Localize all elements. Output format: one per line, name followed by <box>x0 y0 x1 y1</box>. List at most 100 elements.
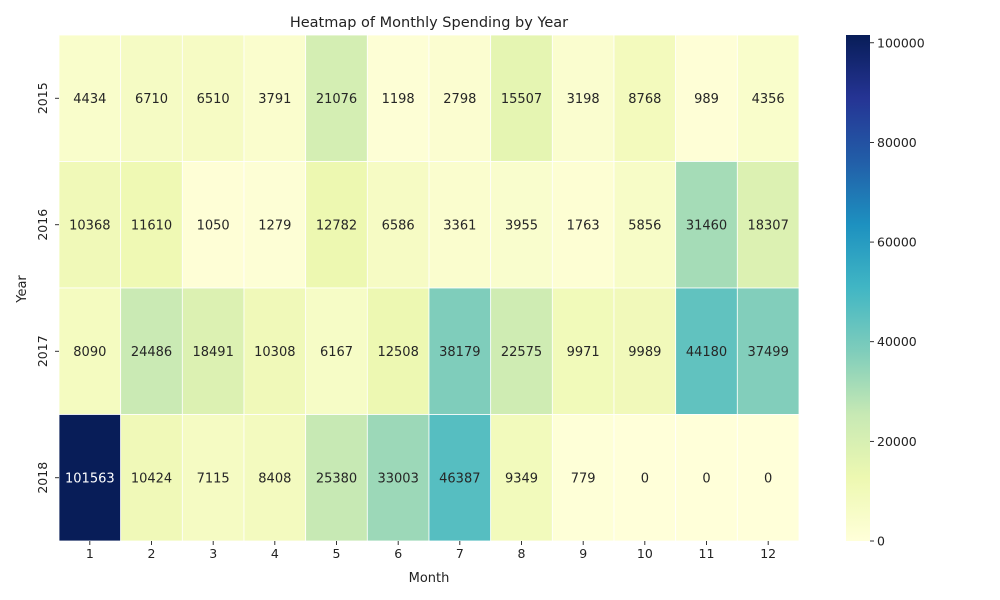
heatmap-cell <box>243 161 307 289</box>
cell-value-label: 3198 <box>567 92 600 107</box>
heatmap-cell <box>490 34 553 162</box>
heatmap-cell <box>736 34 800 162</box>
x-tick-label: 6 <box>394 546 402 561</box>
colorbar-tick-label: 100000 <box>877 35 925 50</box>
cell-value-label: 8090 <box>73 345 106 360</box>
cell-value-label: 10368 <box>69 218 110 233</box>
x-axis-label: Month <box>409 571 450 586</box>
heatmap-cell <box>551 414 615 542</box>
cell-value-label: 7115 <box>197 471 230 486</box>
heatmap-cell <box>551 161 615 289</box>
cell-value-label: 4356 <box>752 92 785 107</box>
colorbar-tick-label: 40000 <box>877 334 917 349</box>
heatmap-cell <box>366 414 430 542</box>
x-tick-label: 1 <box>86 546 94 561</box>
cell-value-label: 11610 <box>131 218 172 233</box>
cell-value-label: 3361 <box>443 218 476 233</box>
cell-value-label: 8408 <box>258 471 291 486</box>
y-tick-label: 2015 <box>35 82 50 114</box>
colorbar-gradient <box>846 35 870 541</box>
cell-value-label: 6510 <box>197 92 230 107</box>
x-tick-label: 12 <box>760 546 776 561</box>
cell-value-label: 33003 <box>377 471 418 486</box>
colorbar-tick-label: 60000 <box>877 235 917 250</box>
cell-value-label: 101563 <box>65 471 115 486</box>
heatmap-cell <box>243 287 307 415</box>
heatmap-cell <box>120 161 183 289</box>
x-tick-label: 8 <box>518 546 526 561</box>
cell-value-label: 10308 <box>254 345 295 360</box>
x-tick-label: 2 <box>148 546 156 561</box>
cell-value-label: 8768 <box>628 92 661 107</box>
x-tick-label: 7 <box>456 546 464 561</box>
y-tick-label: 2017 <box>35 335 50 367</box>
cell-value-label: 0 <box>764 471 772 486</box>
x-tick-label: 11 <box>699 546 715 561</box>
heatmap-cell <box>428 414 492 542</box>
heatmap-cell <box>120 414 183 542</box>
cell-value-label: 21076 <box>316 92 357 107</box>
y-axis-label: Year <box>15 275 30 304</box>
colorbar-tick-label: 0 <box>877 534 885 549</box>
cell-value-label: 15507 <box>501 92 542 107</box>
y-axis: 2015 2016 2017 2018 <box>35 82 59 494</box>
cell-value-label: 1198 <box>382 92 415 107</box>
x-tick-label: 10 <box>637 546 653 561</box>
cell-value-label: 3955 <box>505 218 538 233</box>
cell-value-label: 6710 <box>135 92 168 107</box>
heatmap-cell <box>428 287 492 415</box>
cell-value-label: 6586 <box>382 218 415 233</box>
heatmap-cell <box>305 161 368 289</box>
colorbar-tick-label: 20000 <box>877 434 917 449</box>
cell-value-label: 1279 <box>258 218 291 233</box>
heatmap-cell <box>305 287 368 415</box>
heatmap-cell <box>58 414 122 542</box>
heatmap-cell <box>613 34 677 162</box>
y-tick-label: 2018 <box>35 462 50 494</box>
cell-value-label: 1763 <box>567 218 600 233</box>
colorbar: 0 20000 40000 60000 80000 100000 <box>846 35 925 549</box>
heatmap-cell <box>181 287 245 415</box>
cell-value-label: 9989 <box>628 345 661 360</box>
heatmap-cell <box>305 34 368 162</box>
heatmap-cell <box>181 34 245 162</box>
heatmap-cell <box>366 34 430 162</box>
cell-value-label: 6167 <box>320 345 353 360</box>
heatmap-cell <box>675 161 738 289</box>
heatmap-cell <box>428 161 492 289</box>
heatmap-cell <box>243 34 307 162</box>
x-tick-label: 3 <box>209 546 217 561</box>
cell-value-label: 3791 <box>258 92 291 107</box>
heatmap-cell <box>58 161 122 289</box>
cell-value-label: 779 <box>571 471 596 486</box>
heatmap-cell <box>613 414 677 542</box>
cell-value-label: 46387 <box>439 471 480 486</box>
cell-value-label: 0 <box>702 471 710 486</box>
cell-value-label: 5856 <box>628 218 661 233</box>
heatmap-cell <box>675 287 738 415</box>
cell-value-label: 18307 <box>747 218 788 233</box>
cell-value-label: 0 <box>641 471 649 486</box>
heatmap-cell <box>243 414 307 542</box>
cell-value-label: 12782 <box>316 218 357 233</box>
chart-title: Heatmap of Monthly Spending by Year <box>290 15 568 31</box>
heatmap-cell <box>736 414 800 542</box>
heatmap-cell <box>675 414 738 542</box>
heatmap-cell <box>120 34 183 162</box>
cell-value-label: 1050 <box>197 218 230 233</box>
heatmap-cells: 4434 6710 6510 3791 21076 1198 2798 15507 3198 87… <box>58 34 800 542</box>
heatmap-cell <box>736 287 800 415</box>
cell-value-label: 4434 <box>73 92 106 107</box>
heatmap-cell <box>58 34 122 162</box>
colorbar-tick-label: 80000 <box>877 135 917 150</box>
heatmap-cell <box>736 161 800 289</box>
cell-value-label: 2798 <box>443 92 476 107</box>
heatmap-cell <box>181 414 245 542</box>
cell-value-label: 9349 <box>505 471 538 486</box>
x-tick-label: 9 <box>579 546 587 561</box>
cell-value-label: 31460 <box>686 218 727 233</box>
x-tick-label: 4 <box>271 546 279 561</box>
cell-value-label: 18491 <box>192 345 233 360</box>
cell-value-label: 38179 <box>439 345 480 360</box>
